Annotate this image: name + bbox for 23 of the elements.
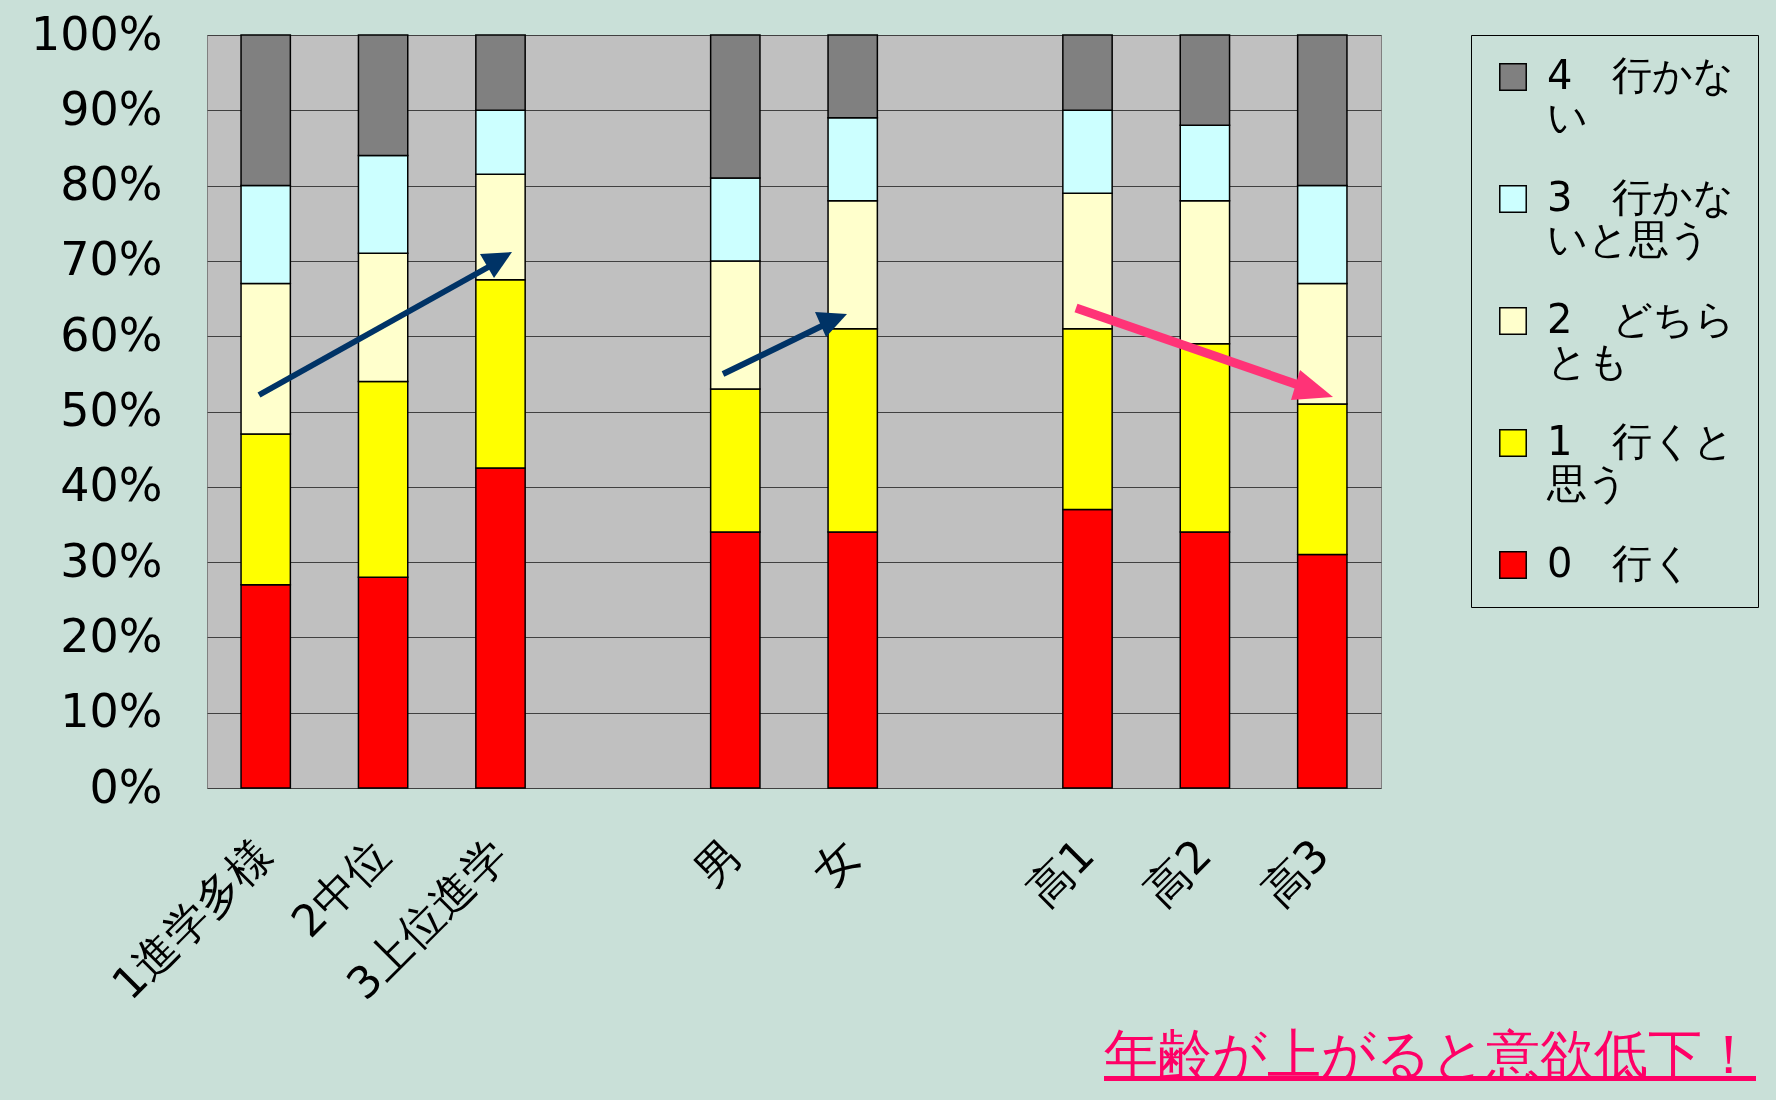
y-tick-label: 100% (30, 6, 163, 61)
y-tick-label: 60% (60, 307, 163, 362)
y-tick-label: 30% (60, 533, 163, 588)
y-tick-label: 50% (60, 383, 163, 437)
x-tick-label: 女 (801, 828, 869, 896)
y-tick-label: 80% (60, 157, 163, 212)
x-tick-label: 高3 (1251, 828, 1339, 916)
y-tick-label: 90% (60, 81, 163, 136)
legend-label: 1 行くと思う (1546, 418, 1735, 506)
text: 年齢が上がると意欲低下！ (1104, 1022, 1756, 1088)
legend-label: 3 行かないと思う (1547, 174, 1735, 262)
x-tick-label: 男 (684, 828, 752, 896)
y-tick-label: 0% (89, 759, 163, 814)
x-tick-label: 高2 (1134, 828, 1222, 916)
y-tick-label: 40% (60, 458, 163, 513)
y-tick-label: 70% (60, 232, 163, 287)
legend-label: 2 どちらとも (1547, 296, 1736, 384)
legend-label: 0 行く (1547, 540, 1694, 586)
legend-label: 4 行かない (1547, 52, 1735, 140)
x-tick-label: 高1 (1016, 828, 1104, 916)
y-tick-label: 20% (60, 608, 163, 663)
x-tick-label: 1進学多様 (101, 828, 282, 1010)
y-tick-label: 10% (60, 684, 163, 739)
